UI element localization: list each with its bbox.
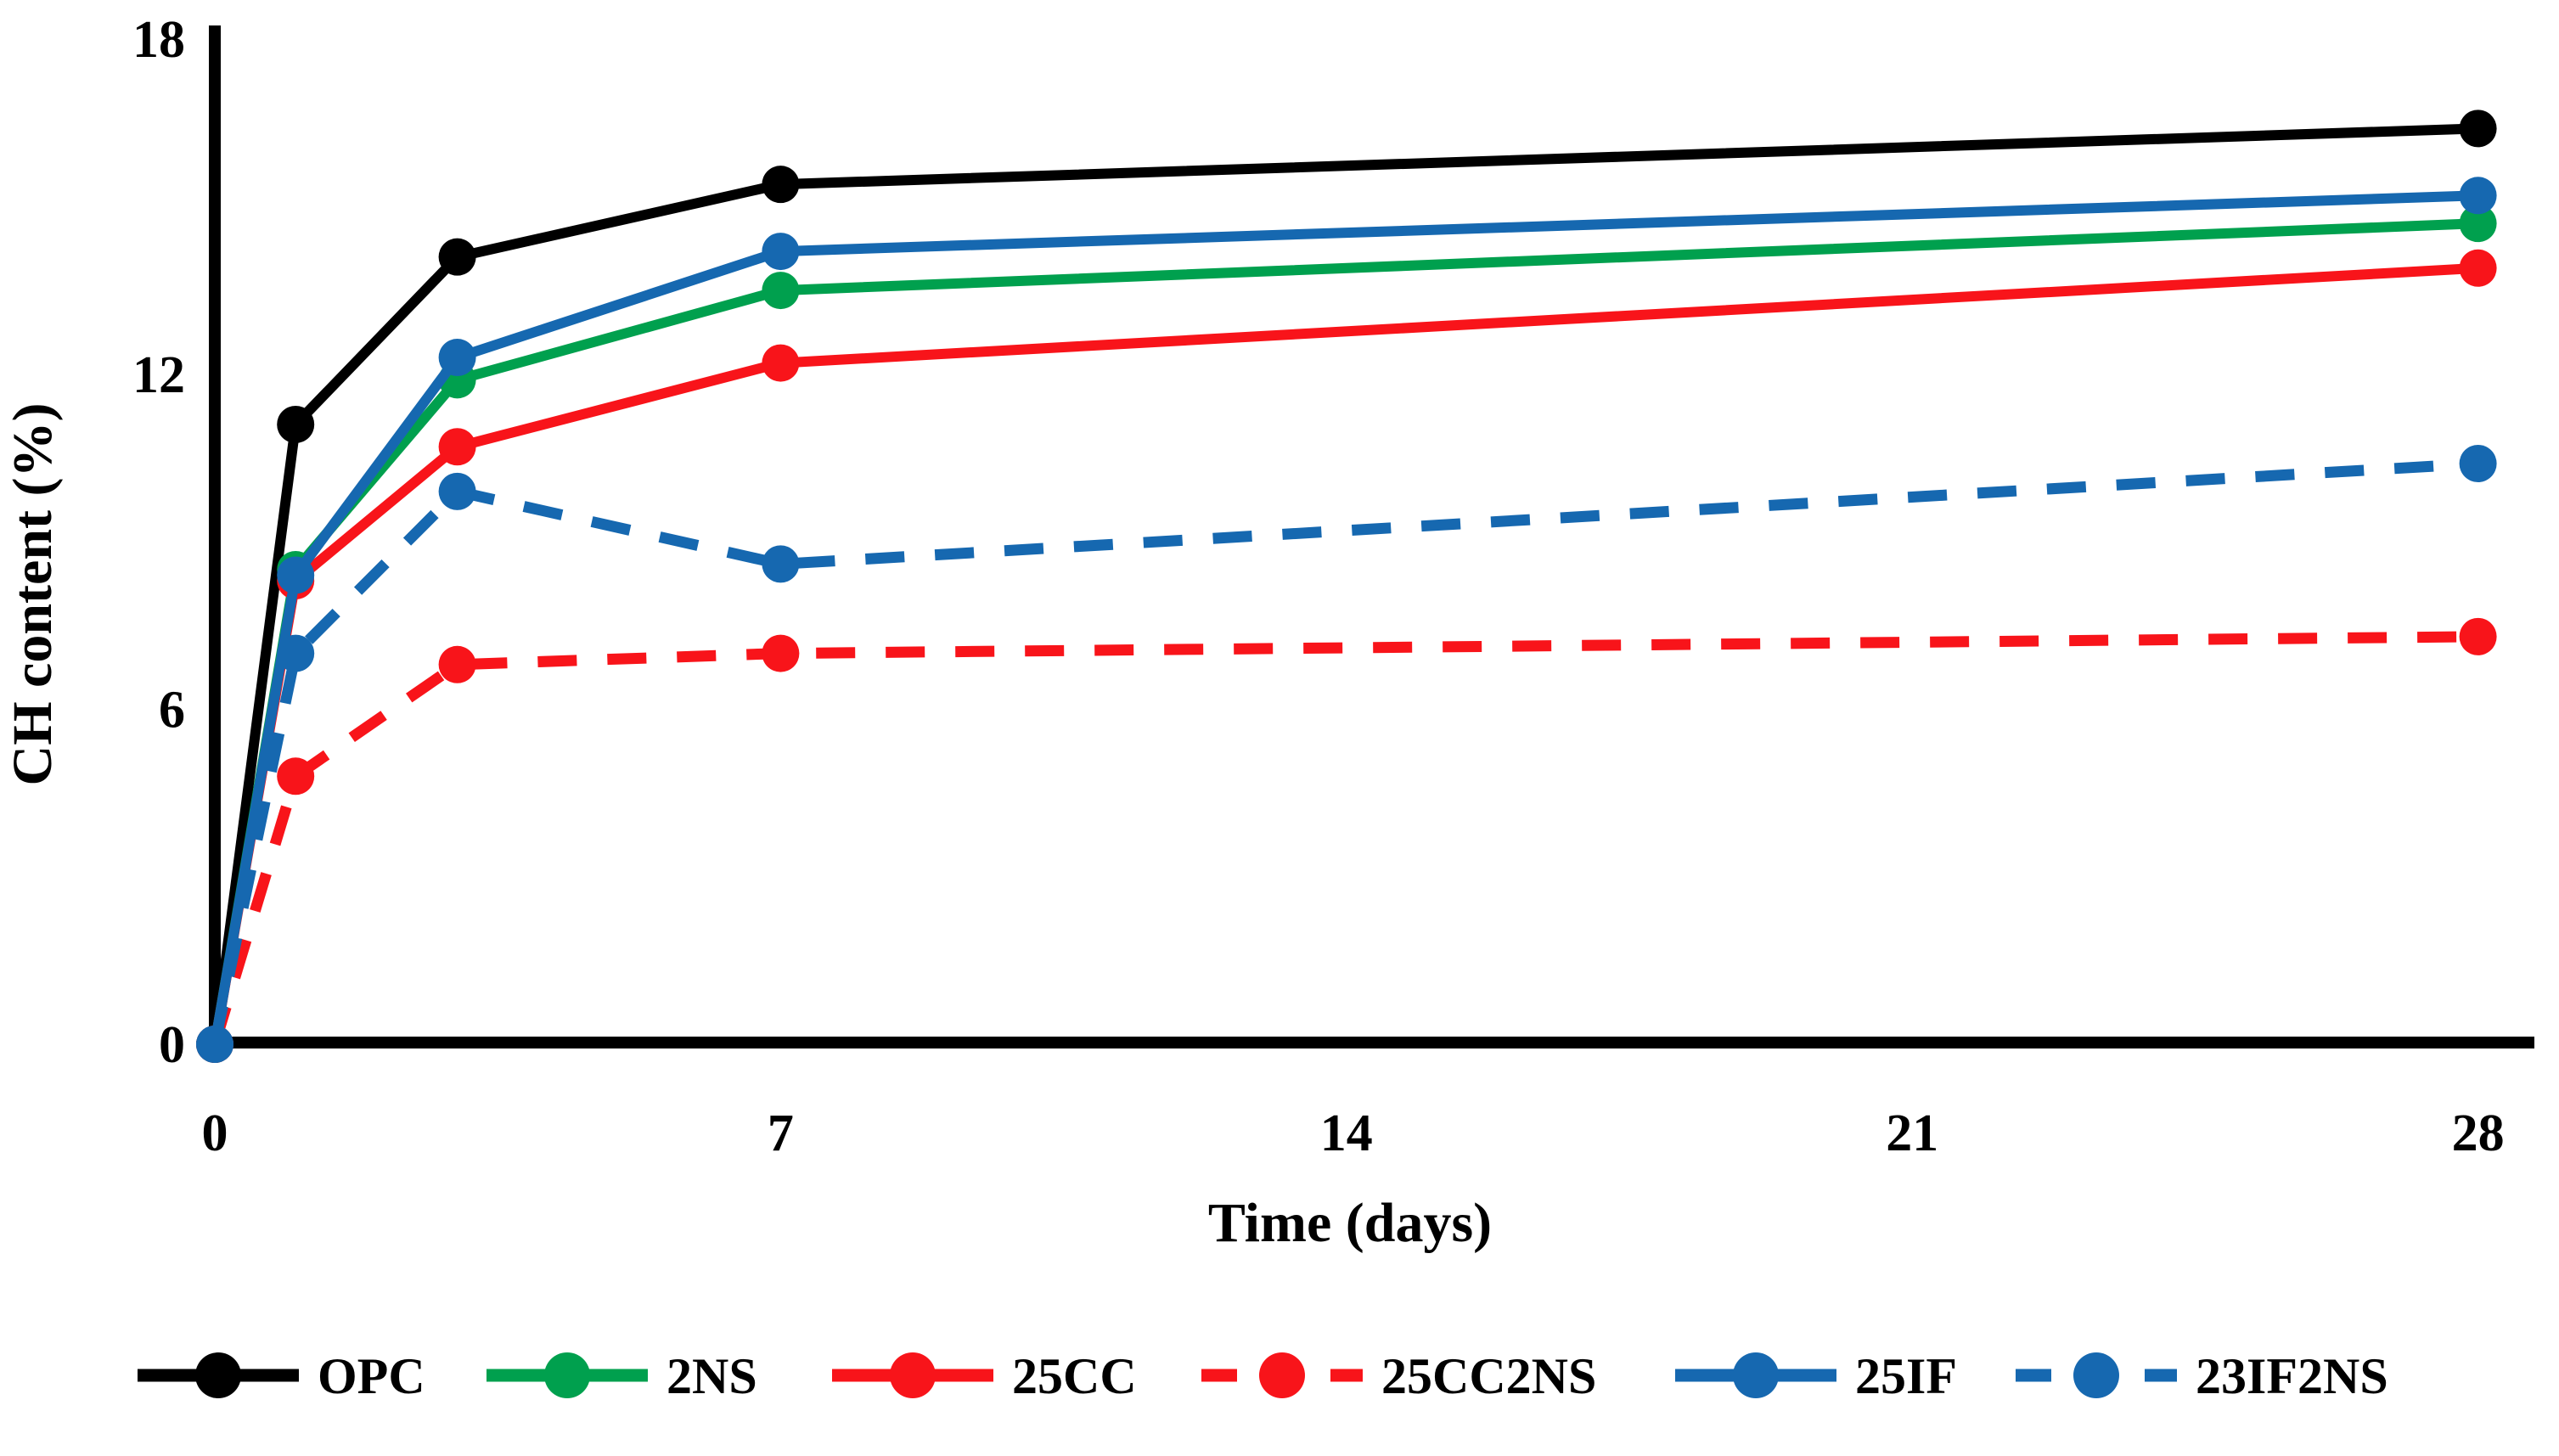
legend-item-25cc2ns: 25CC2NS	[1201, 1348, 1596, 1404]
legend-sample-marker	[1733, 1352, 1779, 1398]
y-tick-label: 6	[159, 681, 185, 739]
legend-sample-marker	[890, 1352, 936, 1398]
series-25CC2NS	[196, 617, 2497, 1063]
legend-item-23if2ns: 23IF2NS	[2016, 1348, 2388, 1404]
legend: OPC 2NS 25CC 25CC2NS 25IF 23IF2NS	[138, 1348, 2388, 1404]
series-line-23IF2NS	[209, 458, 2478, 1046]
x-tick-label: 14	[1320, 1105, 1373, 1162]
x-tick-label: 0	[202, 1105, 228, 1162]
legend-label: 25IF	[1855, 1348, 1957, 1404]
data-point-OPC	[438, 238, 476, 276]
data-point-25CC2NS	[277, 757, 315, 795]
legend-item-2ns: 2NS	[486, 1348, 757, 1404]
x-tick-label: 7	[768, 1105, 794, 1162]
data-point-2NS	[762, 272, 800, 310]
x-tick-label: 21	[1886, 1105, 1938, 1162]
series-OPC	[196, 110, 2497, 1063]
y-tick-label: 12	[132, 346, 185, 404]
legend-sample-marker	[1259, 1352, 1305, 1398]
data-point-25CC2NS	[2459, 617, 2497, 655]
series-line-25IF	[210, 190, 2478, 1046]
data-point-25CC2NS	[762, 634, 800, 672]
series-line-2NS	[210, 218, 2478, 1046]
data-point-OPC	[762, 166, 800, 204]
x-axis-title: Time (days)	[1208, 1192, 1492, 1254]
data-point-OPC	[2459, 110, 2497, 148]
data-point-OPC	[277, 405, 315, 443]
data-point-25CC	[438, 428, 476, 466]
legend-item-25if: 25IF	[1675, 1348, 1957, 1404]
series-25IF	[196, 177, 2497, 1063]
data-point-23IF2NS	[277, 634, 315, 672]
data-point-25CC2NS	[438, 645, 476, 683]
legend-item-25cc: 25CC	[832, 1348, 1137, 1404]
data-point-2NS	[2459, 205, 2497, 243]
data-point-25IF	[277, 556, 315, 594]
data-point-23IF2NS	[196, 1026, 233, 1063]
y-axis-title: CH content (%)	[2, 403, 64, 786]
series-line-25CC2NS	[209, 631, 2478, 1046]
data-point-23IF2NS	[2459, 444, 2497, 482]
data-point-25IF	[2459, 177, 2497, 215]
y-tick-label: 18	[132, 11, 185, 69]
y-tick-label: 0	[159, 1016, 185, 1074]
legend-label: OPC	[318, 1348, 425, 1404]
data-point-25IF	[438, 339, 476, 377]
legend-sample-marker	[544, 1352, 590, 1398]
data-point-25CC	[2459, 249, 2497, 287]
legend-sample-marker	[195, 1352, 241, 1398]
legend-label: 23IF2NS	[2196, 1348, 2388, 1404]
data-point-25IF	[762, 233, 800, 271]
data-point-23IF2NS	[438, 472, 476, 510]
legend-label: 25CC	[1012, 1348, 1137, 1404]
legend-item-opc: OPC	[138, 1348, 425, 1404]
legend-sample-marker	[2073, 1352, 2119, 1398]
series-23IF2NS	[196, 444, 2497, 1063]
legend-label: 25CC2NS	[1381, 1348, 1596, 1404]
data-point-25CC	[762, 344, 800, 382]
data-point-23IF2NS	[762, 545, 800, 583]
x-tick-label: 28	[2452, 1105, 2505, 1162]
legend-label: 2NS	[666, 1348, 757, 1404]
